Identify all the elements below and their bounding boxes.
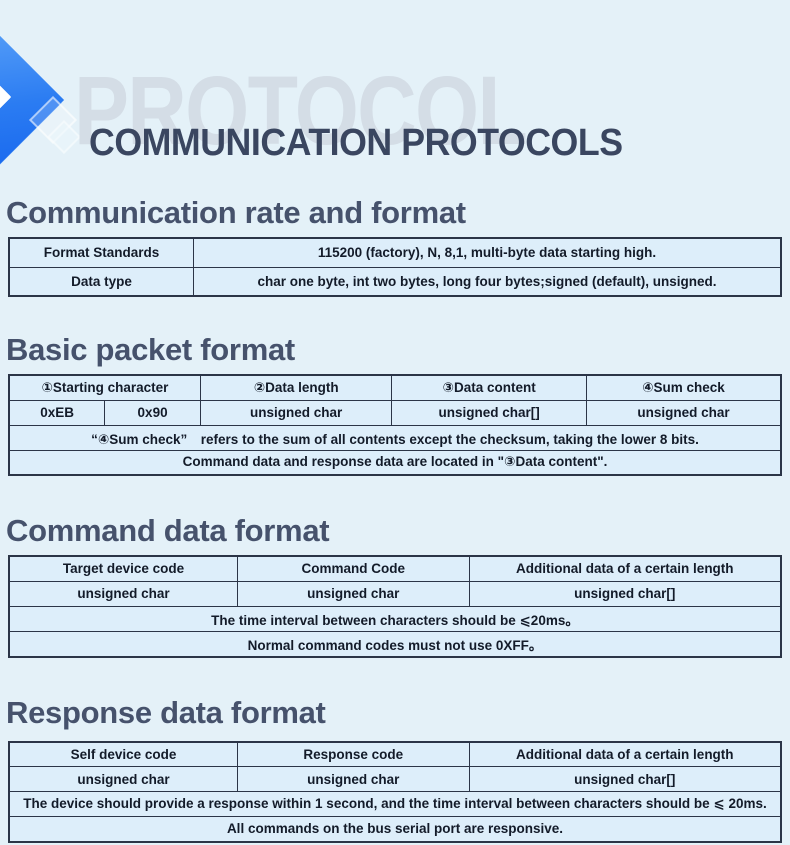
row-value-cell: char one byte, int two bytes, long four … <box>193 266 782 297</box>
data-cell: unsigned char <box>8 580 238 607</box>
table-note-row: Normal command codes must not use 0XFF。 <box>8 630 782 657</box>
table-header-row: Target device code Command Code Addition… <box>8 555 782 582</box>
header-cell: Additional data of a certain length <box>468 555 782 582</box>
table-row: 0xEB 0x90 unsigned char unsigned char[] … <box>8 399 782 426</box>
header-cell: ②Data length <box>199 374 393 401</box>
data-cell: unsigned char <box>237 580 470 607</box>
section-heading: Command data format <box>6 513 330 548</box>
data-cell: unsigned char <box>585 399 782 426</box>
row-label-cell: Data type <box>8 266 194 297</box>
table-note-row: Command data and response data are locat… <box>8 449 782 476</box>
header-cell: Self device code <box>8 741 238 767</box>
table-note-row: “④Sum check” refers to the sum of all co… <box>8 424 782 451</box>
header-cell: Response code <box>237 741 470 767</box>
command-data-table: Target device code Command Code Addition… <box>8 555 782 658</box>
section-heading: Response data format <box>6 694 326 730</box>
data-cell: unsigned char <box>8 766 238 792</box>
table-row: Data type char one byte, int two bytes, … <box>8 266 782 297</box>
data-cell: unsigned char[] <box>468 580 782 607</box>
header-cell: Command Code <box>237 555 470 582</box>
note-cell: The device should provide a response wit… <box>8 791 782 817</box>
note-cell: Command data and response data are locat… <box>8 449 782 476</box>
comm-rate-table: Format Standards 115200 (factory), N, 8,… <box>8 237 782 297</box>
section-heading: Communication rate and format <box>6 195 466 230</box>
header-cell: ①Starting character <box>8 374 201 401</box>
table-header-row: Self device code Response code Additiona… <box>8 741 782 767</box>
page-title: COMMUNICATION PROTOCOLS <box>89 122 623 164</box>
page-header: PROTOCOL COMMUNICATION PROTOCOLS <box>0 0 790 190</box>
table-row: unsigned char unsigned char unsigned cha… <box>8 766 782 792</box>
response-data-table: Self device code Response code Additiona… <box>8 740 782 843</box>
data-cell: unsigned char <box>237 766 470 792</box>
section-heading: Basic packet format <box>6 332 295 367</box>
watermark-text: PROTOCOL <box>74 56 528 165</box>
header-cell: Target device code <box>8 555 238 582</box>
table-note-row: The time interval between characters sho… <box>8 605 782 632</box>
data-cell: 0x90 <box>104 399 201 426</box>
row-value-cell: 115200 (factory), N, 8,1, multi-byte dat… <box>193 237 782 268</box>
data-cell: unsigned char <box>199 399 393 426</box>
note-cell: All commands on the bus serial port are … <box>8 816 782 842</box>
note-cell: Normal command codes must not use 0XFF。 <box>8 630 782 657</box>
table-row: unsigned char unsigned char unsigned cha… <box>8 580 782 607</box>
header-cell: ③Data content <box>391 374 587 401</box>
data-cell: 0xEB <box>8 399 106 426</box>
section-command-data: Command data format Target device code C… <box>0 512 790 658</box>
section-basic-packet: Basic packet format ①Starting character … <box>0 331 790 476</box>
table-note-row: All commands on the bus serial port are … <box>8 816 782 842</box>
data-cell: unsigned char[] <box>468 766 782 792</box>
basic-packet-table: ①Starting character ②Data length ③Data c… <box>8 374 782 476</box>
row-label-cell: Format Standards <box>8 237 194 268</box>
table-note-row: The device should provide a response wit… <box>8 791 782 817</box>
header-cell: Additional data of a certain length <box>468 741 782 767</box>
section-response-data: Response data format Self device code Re… <box>0 694 790 843</box>
table-row: Format Standards 115200 (factory), N, 8,… <box>8 237 782 268</box>
table-header-row: ①Starting character ②Data length ③Data c… <box>8 374 782 401</box>
header-cell: ④Sum check <box>585 374 782 401</box>
note-cell: “④Sum check” refers to the sum of all co… <box>8 424 782 451</box>
note-cell: The time interval between characters sho… <box>8 605 782 632</box>
section-communication-rate: Communication rate and format Format Sta… <box>0 194 790 297</box>
data-cell: unsigned char[] <box>391 399 587 426</box>
